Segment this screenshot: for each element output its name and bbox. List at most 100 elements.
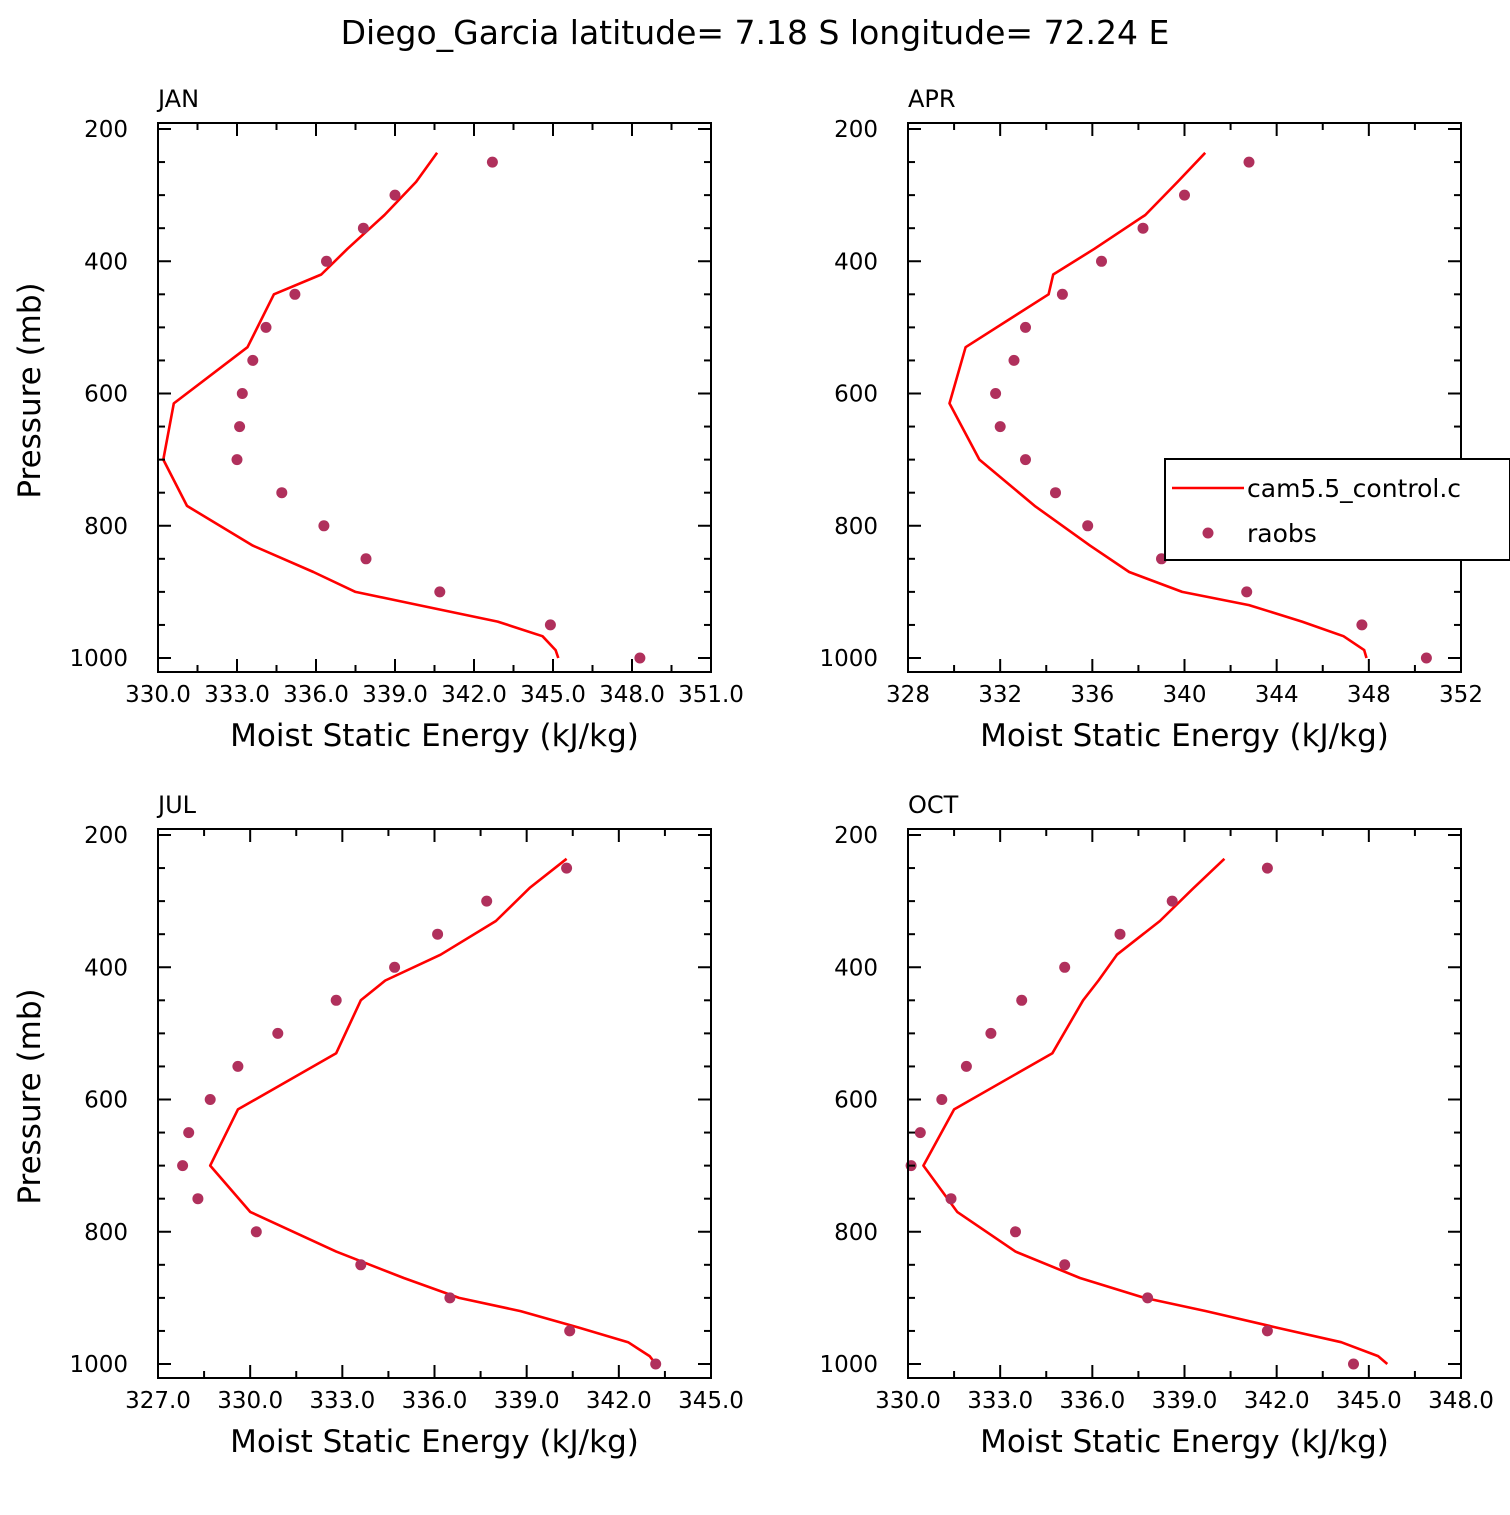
x-tick-label: 333.0: [309, 1388, 375, 1414]
y-tick-label: 1000: [69, 1352, 128, 1378]
obs-point: [985, 1027, 997, 1039]
obs-point: [1056, 288, 1068, 300]
obs-point: [936, 1094, 948, 1105]
y-tick-label: 1000: [69, 646, 128, 672]
x-tick-label: 339.0: [494, 1388, 560, 1414]
x-tick-label: 352: [1439, 682, 1483, 708]
obs-point: [1243, 156, 1255, 168]
x-tick-label: 333.0: [204, 682, 270, 708]
legend-box: [1164, 458, 1510, 561]
y-axis-label: Pressure (mb): [12, 282, 48, 498]
obs-point: [990, 388, 1002, 399]
legend-entry-label: raobs: [1247, 519, 1317, 548]
x-tick-label: 330.0: [217, 1388, 283, 1414]
obs-point: [247, 354, 259, 366]
obs-point: [650, 1358, 662, 1370]
obs-point: [1096, 255, 1107, 267]
x-tick-label: 345.0: [678, 1388, 744, 1414]
obs-point: [1142, 1292, 1154, 1304]
obs-point: [544, 619, 556, 631]
obs-point: [1059, 1259, 1071, 1271]
x-axis-label: Moist Static Energy (kJ/kg): [980, 1424, 1389, 1460]
x-tick-label: 336.0: [283, 682, 349, 708]
obs-point: [232, 1060, 244, 1072]
obs-point: [389, 961, 401, 973]
model-line-apr: [948, 151, 1368, 659]
obs-point: [434, 586, 446, 598]
obs-point: [432, 928, 444, 940]
obs-point: [236, 388, 248, 399]
y-tick-label: 1000: [819, 646, 878, 672]
plot-frame: [157, 828, 712, 1379]
x-tick-label: 342.0: [586, 1388, 652, 1414]
obs-point: [234, 421, 246, 433]
obs-point: [1261, 1325, 1273, 1337]
obs-point: [1050, 487, 1061, 499]
x-tick-label: 328: [886, 682, 930, 708]
obs-point: [1059, 961, 1071, 973]
x-tick-label: 336: [1070, 682, 1114, 708]
obs-point: [231, 454, 243, 466]
obs-point: [177, 1160, 189, 1172]
panel-jan: 200 400 600 800 1000 330.0 333.0 336.0 339.0 342.…: [12, 85, 744, 754]
obs-point: [260, 321, 272, 333]
legend-entry-label: cam5.5_control.c: [1247, 474, 1461, 503]
obs-point: [1008, 354, 1020, 366]
panels: 200 400 600 800 1000 330.0 333.0 336.0 339.0 342.…: [12, 85, 1494, 1460]
obs-point: [276, 487, 288, 499]
obs-point: [444, 1292, 456, 1304]
y-tick-label: 400: [834, 955, 878, 981]
x-tick-label: 348: [1347, 682, 1391, 708]
obs-point: [321, 255, 332, 267]
x-tick-label: 348.0: [599, 682, 665, 708]
x-tick-label: 330.0: [125, 682, 191, 708]
x-tick-label: 345.0: [1336, 1388, 1402, 1414]
panel-apr: 200 400 600 800 1000 328 332 336 340 344 348 352 APR…: [819, 85, 1483, 754]
obs-point: [481, 895, 493, 907]
y-tick-label: 800: [834, 1220, 878, 1246]
obs-point: [183, 1127, 195, 1139]
obs-point: [1020, 321, 1031, 333]
x-tick-label: 339.0: [362, 682, 428, 708]
obs-point: [389, 189, 401, 201]
x-tick-label: 336.0: [1059, 1388, 1125, 1414]
obs-point: [272, 1027, 284, 1039]
x-tick-label: 330.0: [875, 1388, 941, 1414]
obs-point: [634, 652, 646, 664]
obs-point: [994, 421, 1006, 433]
x-tick-label: 339.0: [1152, 1388, 1218, 1414]
model-line-jan: [162, 152, 560, 659]
x-axis-label: Moist Static Energy (kJ/kg): [230, 1424, 639, 1460]
obs-point: [561, 862, 573, 874]
y-tick-label: 600: [84, 382, 128, 408]
obs-point: [1420, 652, 1432, 664]
obs-point: [1179, 189, 1190, 201]
x-tick-label: 336.0: [402, 1388, 468, 1414]
obs-point: [1016, 994, 1028, 1006]
x-tick-label: 348.0: [1428, 1388, 1494, 1414]
x-tick-label: 342.0: [441, 682, 507, 708]
panel-title: APR: [908, 85, 956, 113]
panel-jul: 200 400 600 800 1000 327.0 330.0 333.0 336.0 339.…: [12, 791, 744, 1460]
panel-title: JAN: [156, 85, 199, 113]
y-tick-label: 400: [84, 249, 128, 275]
obs-point: [1082, 520, 1094, 532]
y-tick-label: 200: [84, 117, 128, 143]
y-tick-label: 1000: [819, 1352, 878, 1378]
y-tick-label: 600: [84, 1088, 128, 1114]
y-axis-label: Pressure (mb): [12, 988, 48, 1204]
x-tick-label: 345.0: [520, 682, 586, 708]
obs-point: [1261, 862, 1273, 874]
model-line-jul: [208, 857, 657, 1365]
x-tick-label: 327.0: [125, 1388, 191, 1414]
x-axis-label: Moist Static Energy (kJ/kg): [230, 718, 639, 754]
y-tick-label: 800: [834, 514, 878, 540]
y-tick-label: 400: [834, 249, 878, 275]
y-tick-label: 600: [834, 1088, 878, 1114]
obs-point: [945, 1193, 957, 1205]
x-tick-label: 351.0: [678, 682, 744, 708]
y-tick-label: 800: [84, 1220, 128, 1246]
figure-title: Diego_Garcia latitude= 7.18 S longitude=…: [341, 13, 1170, 52]
obs-point: [250, 1226, 262, 1238]
x-tick-label: 340: [1163, 682, 1207, 708]
